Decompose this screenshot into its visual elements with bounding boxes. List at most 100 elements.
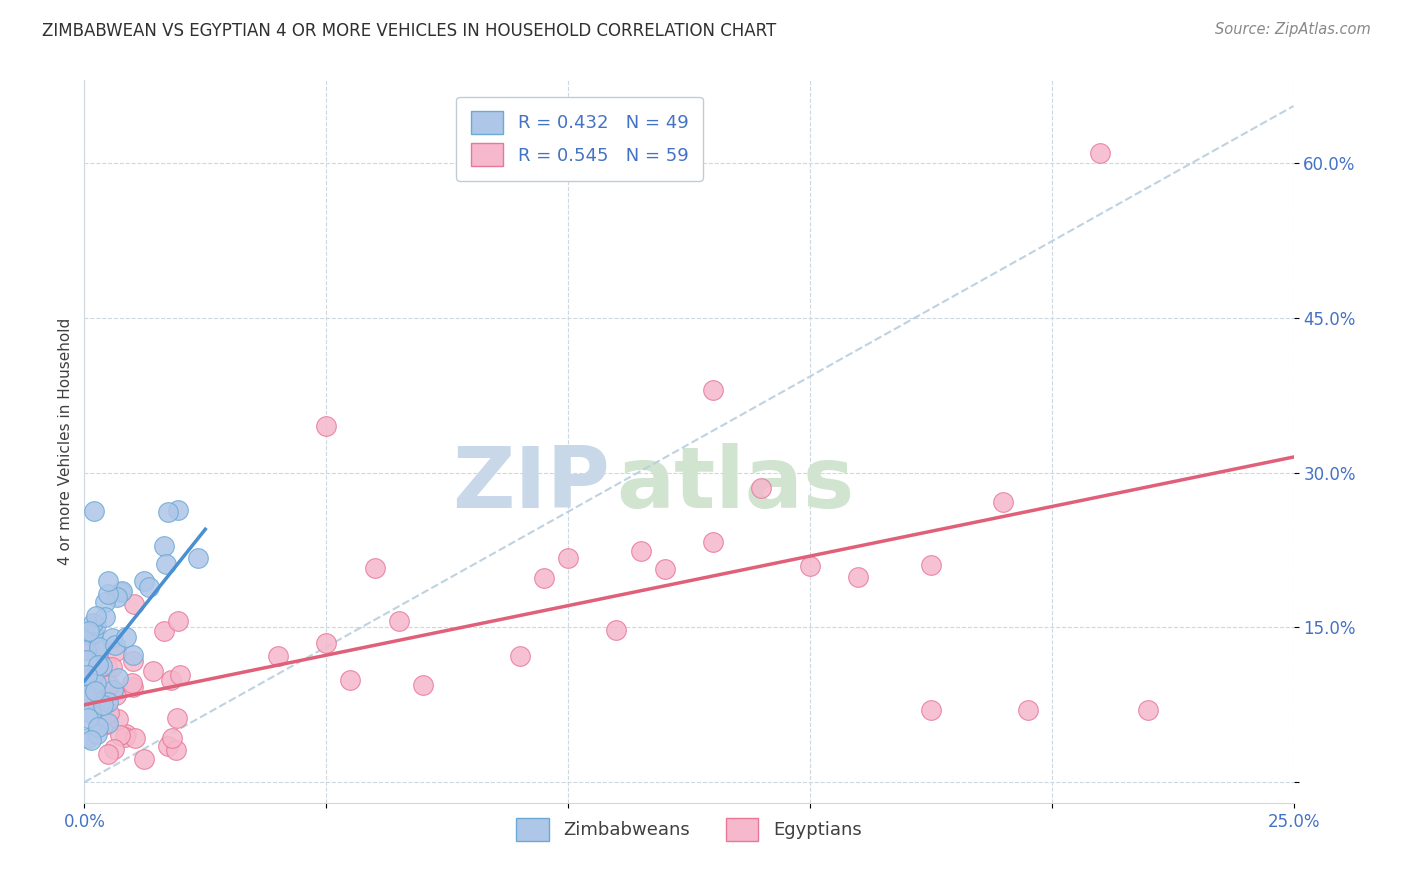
Point [155,557,177,571]
Point [920,558,942,572]
Point [751,481,773,495]
Point [75,673,97,688]
Point [79,706,101,720]
Point [105,689,128,703]
Point [122,654,145,668]
Point [846,570,869,584]
Point [76,653,98,667]
Point [702,535,724,549]
Point [1017,703,1039,717]
Point [124,731,146,746]
Point [87,721,110,735]
Point [122,680,145,694]
Point [138,580,160,594]
Point [993,495,1015,509]
Point [654,562,676,576]
Point [101,660,124,674]
Point [86,618,108,632]
Point [86,726,108,740]
Point [75,642,97,657]
Point [605,623,627,637]
Point [82,625,104,640]
Point [86,676,108,690]
Point [115,631,138,645]
Text: ZIP: ZIP [453,443,610,526]
Point [80,689,103,703]
Point [315,419,337,434]
Point [97,747,120,762]
Point [630,544,652,558]
Point [122,597,145,611]
Point [122,648,145,663]
Point [76,711,98,725]
Point [152,624,174,638]
Point [267,648,290,663]
Point [91,698,114,712]
Point [89,643,111,657]
Point [108,728,131,742]
Point [79,624,101,638]
Point [363,561,385,575]
Point [110,585,132,599]
Point [90,658,112,673]
Text: ZIMBABWEAN VS EGYPTIAN 4 OR MORE VEHICLES IN HOUSEHOLD CORRELATION CHART: ZIMBABWEAN VS EGYPTIAN 4 OR MORE VEHICLE… [42,22,776,40]
Point [156,739,179,753]
Point [82,616,104,631]
Point [77,643,100,657]
Point [134,574,156,589]
Point [89,640,111,654]
Point [84,665,107,679]
Point [84,608,107,623]
Point [75,688,97,702]
Point [114,731,136,745]
Point [107,712,129,726]
Point [152,539,174,553]
Point [702,383,724,397]
Point [82,672,104,686]
Point [97,587,120,601]
Point [97,678,120,692]
Point [509,648,531,663]
Point [121,675,143,690]
Point [111,584,134,599]
Point [339,673,361,687]
Point [160,673,183,687]
Point [105,591,128,605]
Point [107,671,129,685]
Point [115,727,138,741]
Point [83,684,105,698]
Point [98,706,121,720]
Point [80,627,103,641]
Point [97,574,120,588]
Point [142,664,165,678]
Point [533,571,555,585]
Point [165,743,187,757]
Point [1088,145,1111,160]
Point [76,731,98,745]
Point [920,703,942,717]
Point [97,695,120,709]
Legend: Zimbabweans, Egyptians: Zimbabweans, Egyptians [509,810,869,848]
Point [166,503,188,517]
Point [89,673,111,688]
Point [101,683,124,698]
Point [412,677,434,691]
Point [80,732,103,747]
Point [93,609,115,624]
Point [315,636,337,650]
Point [103,742,125,756]
Point [132,752,155,766]
Point [82,691,104,706]
Point [104,638,127,652]
Point [101,682,124,697]
Point [79,686,101,700]
Point [96,716,118,731]
Point [167,615,190,629]
Point [169,668,191,682]
Point [83,504,105,518]
Point [94,595,117,609]
Point [104,644,127,658]
Point [388,614,411,628]
Point [86,691,108,706]
Point [162,731,184,745]
